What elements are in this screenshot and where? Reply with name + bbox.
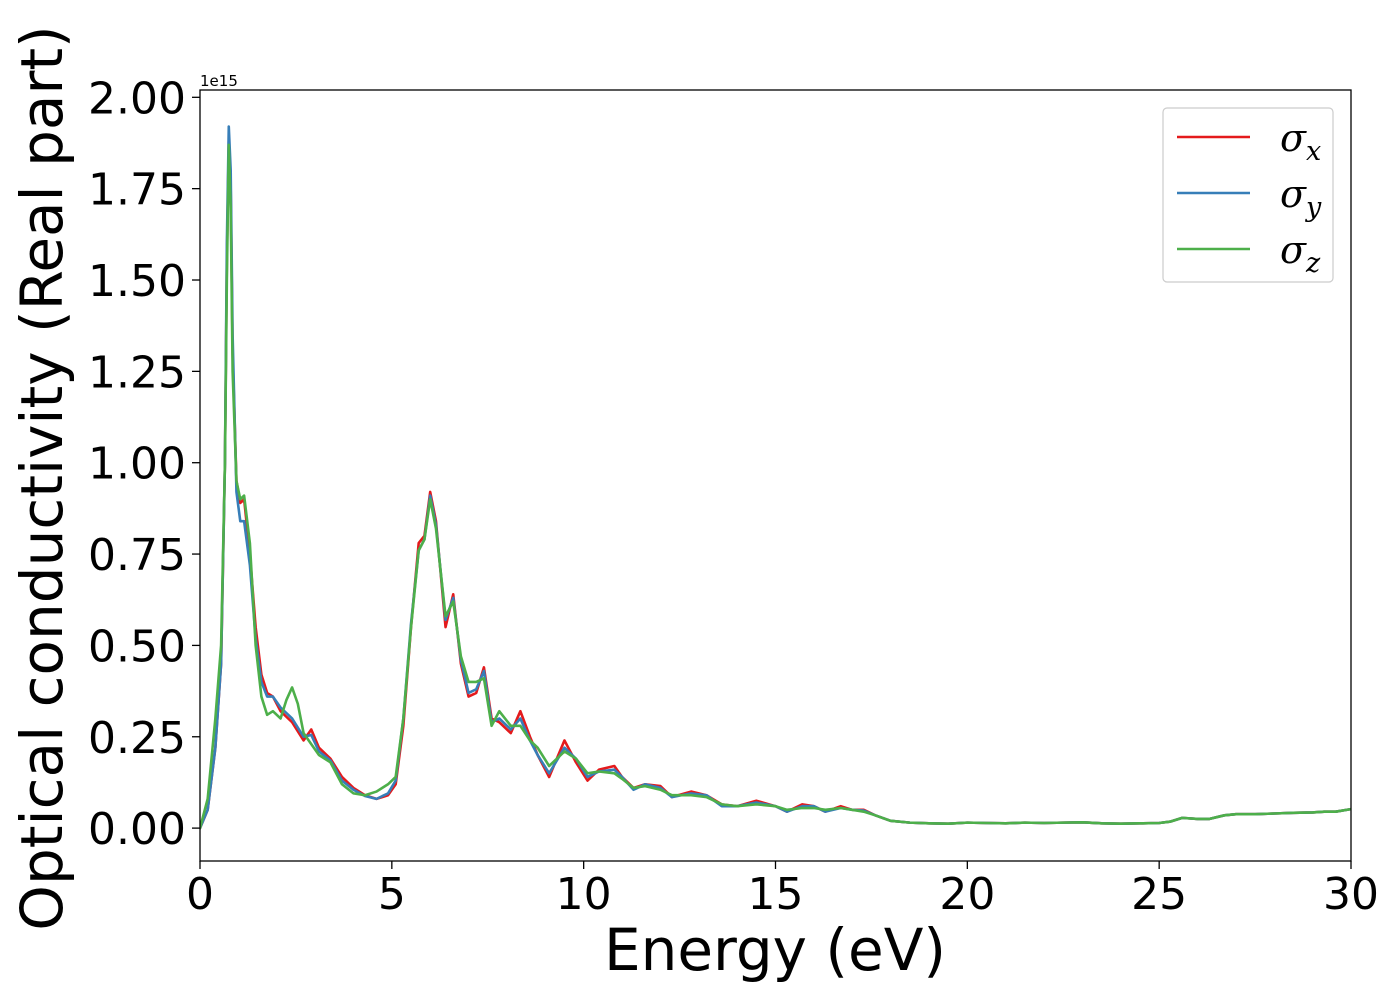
- legend-label-x: σx: [1280, 116, 1321, 167]
- legend-subscript: x: [1306, 136, 1321, 167]
- series-layer: [200, 125, 1351, 830]
- legend-symbol: σ: [1280, 228, 1307, 272]
- x-tick-label: 5: [378, 869, 406, 920]
- legend-label-y: σy: [1280, 172, 1322, 223]
- y-axis-ticks: 0.00 0.25 0.50 0.75 1.00 1.25 1.50 1.75 2.00: [88, 73, 200, 855]
- x-tick-label: 0: [186, 869, 214, 920]
- legend-subscript: y: [1305, 192, 1322, 223]
- legend-symbol: σ: [1280, 172, 1307, 216]
- series-line-z: [200, 143, 1351, 830]
- x-axis-ticks: 0 5 10 15 20 25 30: [186, 861, 1379, 920]
- legend-subscript: z: [1305, 248, 1321, 279]
- x-tick-label: 10: [556, 869, 612, 920]
- y-tick-label: 0.25: [88, 713, 186, 764]
- y-offset-label: 1e15: [200, 72, 238, 90]
- y-tick-label: 0.00: [88, 804, 186, 855]
- y-tick-label: 1.75: [88, 165, 186, 216]
- legend-label-z: σz: [1280, 228, 1321, 279]
- y-tick-label: 1.00: [88, 439, 186, 490]
- x-tick-label: 15: [748, 869, 804, 920]
- x-tick-label: 25: [1131, 869, 1187, 920]
- y-tick-label: 2.00: [88, 73, 186, 124]
- y-axis-title: Optical conductivity (Real part): [8, 25, 76, 930]
- y-tick-label: 0.75: [88, 530, 186, 581]
- legend-frame: [1162, 107, 1334, 283]
- y-tick-label: 1.25: [88, 347, 186, 398]
- x-axis-title: Energy (eV): [604, 916, 946, 984]
- y-tick-label: 0.50: [88, 621, 186, 672]
- y-tick-label: 1.50: [88, 256, 186, 307]
- legend-symbol: σ: [1280, 116, 1307, 160]
- x-tick-label: 20: [939, 869, 995, 920]
- x-tick-label: 30: [1323, 869, 1379, 920]
